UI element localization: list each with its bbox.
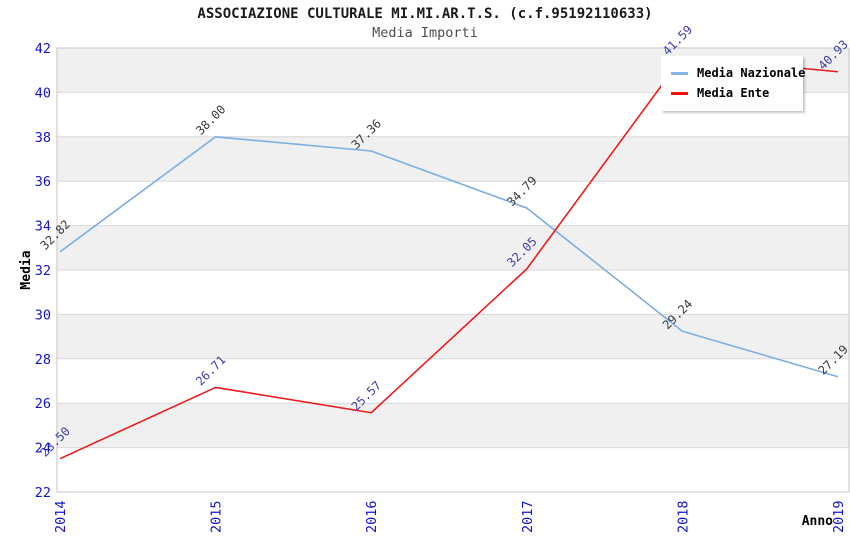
legend-label-ente: Media Ente [697,86,770,100]
y-axis-title: Media [19,250,34,289]
series-line-media-nazionale [59,136,839,378]
x-tick-label: 2018 [675,500,691,533]
y-tick-label: 32 [35,263,51,279]
x-tick-label: 2019 [831,500,847,533]
x-tick-label: 2014 [53,500,69,533]
y-tick-label: 34 [35,219,51,235]
x-axis-title: Anno [802,514,833,529]
y-tick-label: 40 [35,85,51,101]
plot-border [56,47,850,493]
plot-band [57,403,849,448]
y-tick-label: 24 [35,441,51,457]
legend: Media Nazionale Media Ente [661,56,805,111]
point-label: 38.00 [193,102,228,137]
y-tick-label: 36 [35,174,51,190]
y-tick-label: 26 [35,396,51,412]
plot-band [57,136,849,182]
y-tick-label: 38 [35,130,51,146]
legend-item-media-nazionale: Media Nazionale [671,63,805,83]
plot-band [57,225,849,270]
legend-swatch-ente-icon [671,91,688,95]
x-tick-label: 2016 [364,500,380,533]
chart-subtitle: Media Importi [372,25,478,41]
legend-label-nazionale: Media Nazionale [697,66,806,80]
y-tick-label: 42 [35,41,51,57]
x-tick-label: 2015 [209,500,225,533]
y-tick-label: 30 [35,307,51,323]
legend-item-media-ente: Media Ente [671,83,793,103]
y-tick-label: 22 [35,485,51,501]
chart-title: ASSOCIAZIONE CULTURALE MI.MI.AR.T.S. (c.… [197,6,653,22]
y-tick-label: 28 [35,352,51,368]
x-tick-label: 2017 [520,500,536,533]
legend-swatch-nazionale-icon [671,71,688,75]
